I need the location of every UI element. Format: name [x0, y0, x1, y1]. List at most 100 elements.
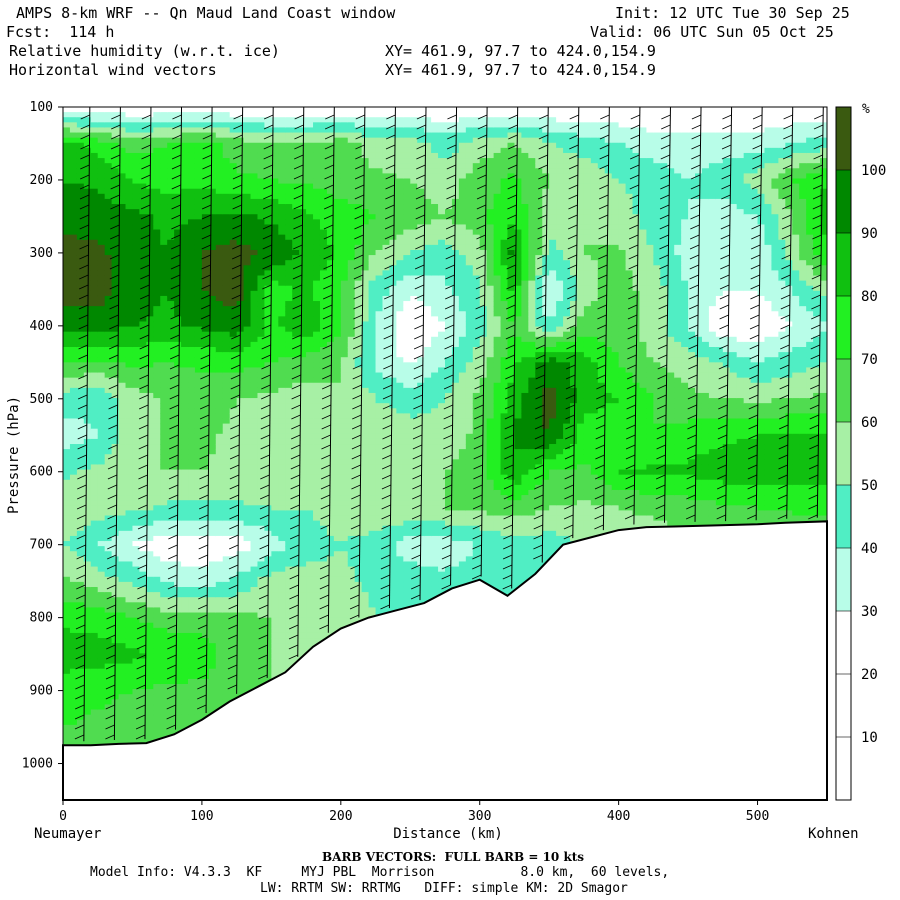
rh-cell [257, 198, 266, 205]
rh-cell [250, 244, 259, 251]
rh-cell [243, 367, 252, 374]
rh-cell [83, 612, 92, 619]
rh-cell [188, 147, 196, 154]
rh-cell [90, 306, 99, 312]
rh-cell [167, 331, 175, 338]
rh-cell [125, 183, 134, 190]
rh-cell [250, 617, 259, 624]
rh-cell [111, 418, 120, 425]
rh-cell [229, 127, 238, 134]
rh-cell [229, 459, 238, 466]
rh-cell [188, 581, 196, 588]
rh-cell [167, 525, 175, 532]
rh-cell [118, 469, 127, 476]
rh-cell [306, 438, 314, 445]
rh-cell [208, 387, 217, 394]
rh-cell [188, 321, 196, 328]
rh-cell [83, 449, 92, 455]
rh-cell [243, 546, 252, 552]
rh-cell [285, 484, 293, 491]
rh-cell [285, 438, 293, 445]
rh-cell [194, 311, 203, 317]
rh-cell [139, 694, 147, 700]
rh-cell [285, 469, 293, 476]
rh-cell [188, 678, 196, 685]
rh-cell [313, 260, 321, 266]
rh-cell [118, 336, 127, 343]
rh-cell [132, 479, 140, 486]
rh-cell [174, 326, 182, 333]
rh-cell [83, 602, 92, 609]
rh-cell [278, 449, 286, 455]
rh-cell [139, 122, 147, 129]
rh-cell [111, 709, 120, 716]
rh-cell [299, 484, 307, 491]
rh-cell [69, 137, 78, 144]
rh-cell [271, 566, 279, 573]
rh-cell [167, 142, 175, 149]
rh-cell [243, 260, 252, 266]
rh-cell [153, 612, 161, 619]
rh-cell [215, 433, 224, 440]
rh-cell [76, 398, 85, 404]
rh-cell [271, 382, 279, 389]
rh-cell [271, 643, 279, 649]
rh-cell [97, 178, 106, 185]
rh-cell [285, 188, 293, 195]
rh-cell [257, 168, 266, 174]
rh-cell [181, 541, 189, 547]
rh-cell [111, 183, 120, 190]
rh-cell [215, 352, 224, 358]
rh-cell [139, 673, 147, 680]
rh-cell [111, 331, 120, 338]
rh-cell [146, 648, 154, 654]
rh-cell [188, 346, 196, 353]
rh-cell [292, 500, 300, 506]
rh-cell [243, 403, 252, 409]
rh-cell [271, 244, 279, 251]
rh-cell [188, 500, 196, 506]
rh-cell [292, 117, 300, 123]
rh-cell [69, 321, 78, 328]
rh-cell [90, 408, 99, 414]
rh-cell [208, 127, 217, 134]
rh-cell [257, 607, 266, 614]
rh-cell [222, 152, 231, 159]
rh-cell [292, 617, 300, 624]
rh-cell [208, 321, 217, 328]
rh-cell [194, 571, 203, 578]
rh-cell [139, 306, 147, 312]
rh-cell [278, 295, 286, 302]
rh-cell [69, 673, 78, 680]
rh-cell [208, 214, 217, 220]
rh-cell [271, 449, 279, 455]
rh-cell [285, 500, 293, 506]
rh-cell [201, 152, 210, 159]
field-label-wind: Horizontal wind vectors [9, 61, 217, 79]
rh-cell [313, 290, 321, 297]
rh-cell [63, 668, 71, 675]
rh-cell [125, 694, 134, 700]
rh-cell [271, 556, 279, 563]
rh-cell [292, 367, 300, 374]
rh-cell [201, 127, 210, 134]
rh-cell [208, 234, 217, 241]
rh-cell [153, 520, 161, 527]
rh-cell [201, 525, 210, 532]
rh-cell [292, 607, 300, 614]
rh-cell [167, 668, 175, 675]
rh-cell [306, 234, 314, 241]
rh-cell [194, 117, 203, 123]
rh-cell [118, 576, 127, 583]
rh-cell [208, 632, 217, 639]
rh-cell [104, 112, 113, 118]
rh-cell [243, 617, 252, 624]
rh-cell [188, 612, 196, 619]
rh-cell [271, 418, 279, 425]
rh-cell [83, 229, 92, 236]
rh-cell [146, 418, 154, 425]
rh-cell [236, 392, 245, 399]
rh-cell [90, 638, 99, 644]
rh-cell [90, 326, 99, 333]
rh-cell [222, 122, 231, 129]
